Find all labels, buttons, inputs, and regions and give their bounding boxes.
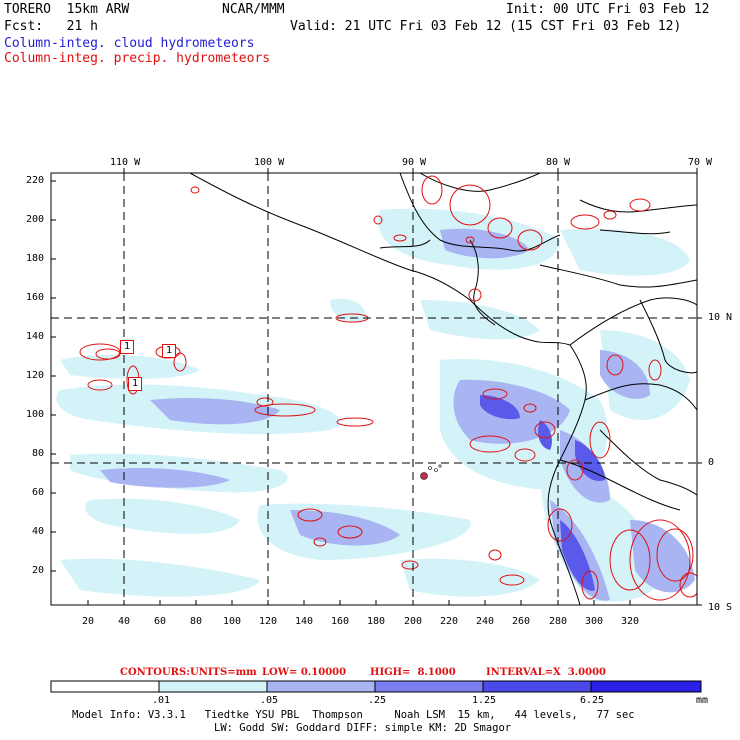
plot-frame [50,172,698,606]
contours-units: UNITS=mm [190,667,257,678]
bottom-tick-label: 20 [82,616,95,627]
center-name: NCAR/MMM [222,2,285,17]
lat-label-0: 0 [708,457,715,468]
left-tick-marks [51,180,56,572]
init-time: Init: 00 UTC Fri 03 Feb 12 [506,2,710,17]
bottom-tick-label: 100 [223,616,242,627]
colorbar-level-label: 1.25 [472,695,497,706]
bottom-tick-label: 320 [621,616,640,627]
lon-label-110w: 110 W [110,157,141,168]
contours-low: LOW= 0.10000 [262,667,347,678]
precip-contours [79,175,697,601]
colorbar-level-label: .01 [152,695,171,706]
coastlines [189,173,697,605]
bottom-tick-label: 160 [331,616,350,627]
left-tick-label: 60 [32,487,45,498]
model-info-line1: Model Info: V3.3.1 Tiedtke YSU PBL Thomp… [72,709,635,721]
lon-label-80w: 80 W [546,157,571,168]
colorbar-bin-2 [266,680,376,693]
model-info-line2: LW: Godd SW: Goddard DIFF: simple KM: 2D… [214,722,512,734]
bottom-tick-label: 40 [118,616,131,627]
contour-label: 1 [162,344,177,358]
lon-label-90w: 90 W [402,157,427,168]
lat-label-10s: 10 S [708,602,733,613]
bottom-tick-label: 200 [404,616,423,627]
bottom-tick-label: 300 [585,616,604,627]
forecast-hour: Fcst: 21 h [4,19,98,34]
left-tick-label: 220 [26,175,45,186]
left-tick-label: 120 [26,370,45,381]
left-tick-label: 160 [26,292,45,303]
left-tick-label: 140 [26,331,45,342]
lat-label-10n: 10 N [708,312,733,323]
colorbar-level-label: .05 [260,695,279,706]
lat-lon-grid [51,173,697,605]
bottom-tick-label: 240 [476,616,495,627]
bottom-tick-label: 280 [549,616,568,627]
colorbar-bin-0 [50,680,160,693]
right-tick-marks [697,317,702,606]
field-cloud-label: Column-integ. cloud hydrometeors [4,36,255,51]
left-tick-label: 100 [26,409,45,420]
valid-time: Valid: 21 UTC Fri 03 Feb 12 (15 CST Fri … [290,19,682,34]
bottom-tick-label: 180 [367,616,386,627]
colorbar-bin-3 [374,680,484,693]
colorbar-unit: mm [696,695,709,706]
contour-label: 1 [128,377,143,391]
colorbar-bin-4 [482,680,592,693]
left-tick-label: 180 [26,253,45,264]
colorbar-bin-1 [158,680,268,693]
contour-label: 1 [120,340,135,354]
colorbar-bin-5 [590,680,702,693]
colorbar-level-label: .25 [368,695,387,706]
bottom-tick-label: 80 [190,616,203,627]
galapagos [420,464,442,480]
bottom-tick-label: 260 [512,616,531,627]
bottom-tick-label: 60 [154,616,167,627]
left-tick-label: 80 [32,448,45,459]
left-tick-label: 200 [26,214,45,225]
bottom-tick-label: 220 [440,616,459,627]
left-tick-label: 20 [32,565,45,576]
bottom-tick-marks [87,600,631,605]
left-tick-label: 40 [32,526,45,537]
bottom-tick-label: 140 [295,616,314,627]
contours-interval: INTERVAL=X 3.0000 [486,667,606,678]
colorbar [50,680,702,693]
contours-high: HIGH= 8.1000 [370,667,456,678]
lon-label-70w: 70 W [688,157,713,168]
bottom-tick-label: 120 [259,616,278,627]
top-tick-marks [123,168,698,173]
contours-label: CONTOURS: [120,667,190,678]
field-precip-label: Column-integ. precip. hydrometeors [4,51,271,66]
lon-label-100w: 100 W [254,157,285,168]
model-name: TORERO 15km ARW [4,2,130,17]
colorbar-level-label: 6.25 [580,695,605,706]
